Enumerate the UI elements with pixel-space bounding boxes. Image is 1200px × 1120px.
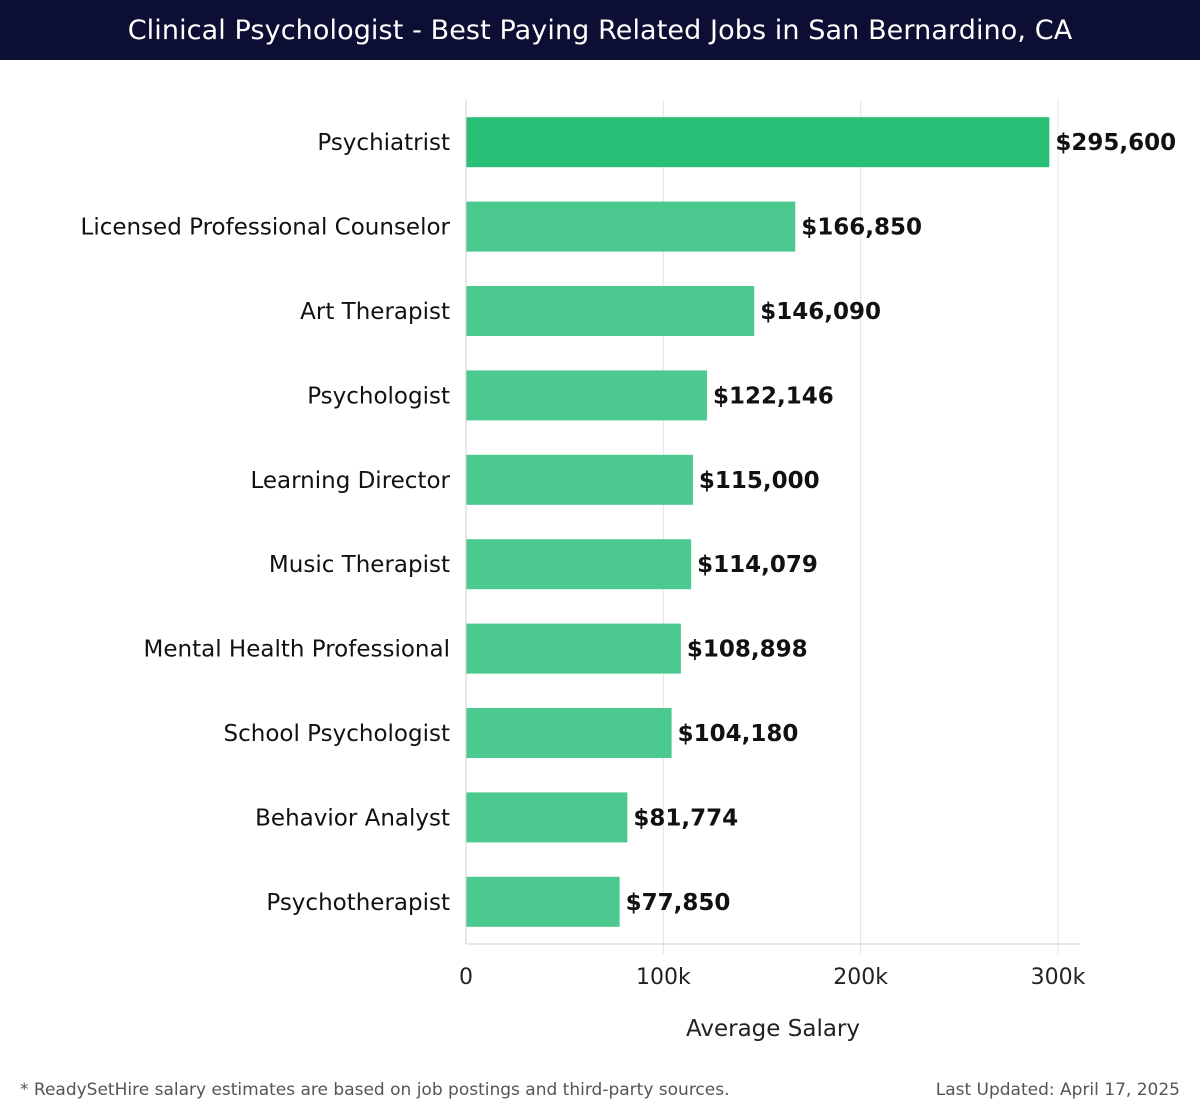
value-label: $146,090 [760,299,881,325]
category-label: Psychiatrist [317,130,450,156]
bar [466,286,755,336]
x-tick-label: 200k [833,965,888,990]
category-label: School Psychologist [224,721,450,747]
x-tick-label: 300k [1031,965,1086,990]
value-label: $115,000 [699,468,820,494]
category-label: Behavior Analyst [255,805,450,831]
bars [466,117,1050,927]
bar [466,201,796,252]
footer-updated: Last Updated: April 17, 2025 [935,1080,1180,1100]
bar [466,539,692,590]
category-label: Psychotherapist [266,890,450,916]
labels: 0 100k 200k 300k Psychiatrist $295,600 License… [81,130,1177,1042]
value-label: $295,600 [1055,130,1176,156]
category-label: Music Therapist [269,552,450,578]
value-label: $108,898 [687,637,808,663]
bar [466,370,708,421]
category-label: Art Therapist [300,299,450,325]
bar [466,708,672,758]
value-label: $77,850 [626,890,731,916]
category-label: Psychologist [307,383,450,409]
chart-title: Clinical Psychologist - Best Paying Rela… [127,14,1073,46]
x-tick-label: 100k [636,965,691,990]
value-label: $122,146 [713,383,834,409]
value-label: $104,180 [678,721,799,747]
bar [466,876,620,927]
bar [466,117,1050,168]
title-bar: Clinical Psychologist - Best Paying Rela… [0,0,1200,60]
bar [466,454,693,505]
value-label: $114,079 [697,552,818,578]
value-label: $166,850 [801,215,922,241]
category-label: Learning Director [250,468,450,494]
axes [465,100,1080,945]
bar [466,792,628,843]
x-axis-title: Average Salary [686,1016,860,1042]
value-label: $81,774 [633,805,738,831]
category-label: Mental Health Professional [144,637,450,663]
x-tick-label: 0 [459,965,473,990]
category-label: Licensed Professional Counselor [81,215,451,241]
bar [466,623,681,674]
footer-note: * ReadySetHire salary estimates are base… [20,1080,730,1100]
bar-chart: 0 100k 200k 300k Psychiatrist $295,600 License… [81,100,1177,1042]
